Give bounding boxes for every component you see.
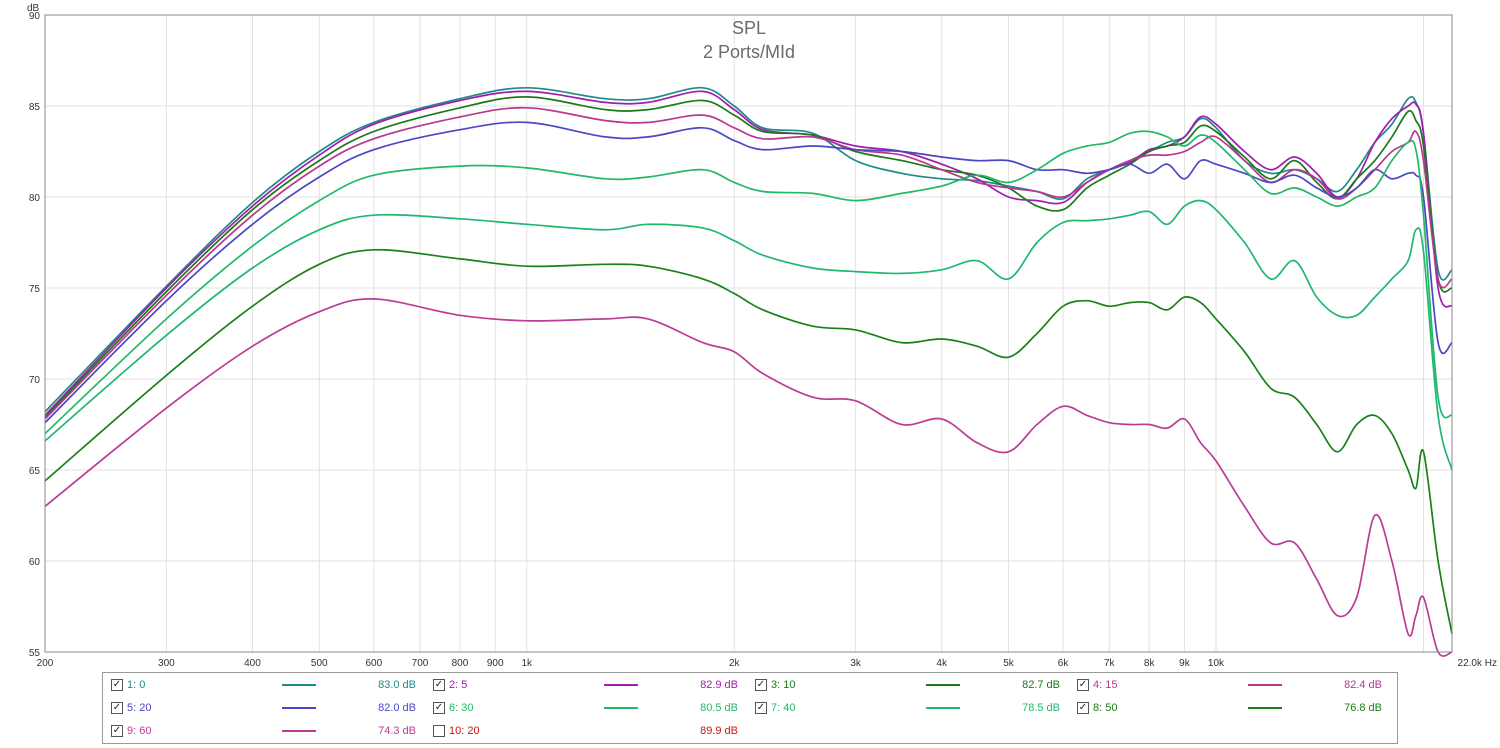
grid — [44, 14, 1452, 653]
legend-series-name: 4: 15 — [1093, 679, 1118, 691]
legend-item[interactable]: ✓ 7: 40 78.5 dB — [755, 700, 1065, 716]
y-tick-labels: 55 60 65 70 75 80 85 90 — [29, 11, 41, 659]
legend-series-name: 9: 60 — [127, 725, 152, 737]
legend-item[interactable]: ✓ 1: 0 83.0 dB — [111, 677, 421, 693]
chart-subtitle: 2 Ports/MId — [703, 42, 795, 62]
legend-value: 89.9 dB — [700, 725, 738, 737]
x-tick-label: 1k — [521, 658, 533, 669]
legend-swatch — [282, 730, 316, 732]
y-tick-label: 70 — [29, 375, 41, 386]
legend: ✓ 1: 0 83.0 dB ✓ 2: 5 82.9 dB ✓ 3: 10 82.7 dB ✓ 4:… — [102, 672, 1398, 744]
legend-item[interactable]: ✓ 4: 15 82.4 dB — [1077, 677, 1387, 693]
x-tick-label: 400 — [244, 658, 261, 669]
x-tick-label: 8k — [1144, 658, 1156, 669]
x-tick-label: 300 — [158, 658, 175, 669]
chart-title: SPL — [732, 18, 766, 38]
legend-item[interactable]: ✓ 6: 30 80.5 dB — [433, 700, 743, 716]
legend-value: 80.5 dB — [700, 702, 738, 714]
legend-swatch — [1248, 684, 1282, 686]
y-tick-label: 75 — [29, 284, 41, 295]
y-tick-label: 60 — [29, 557, 41, 568]
legend-series-name: 7: 40 — [771, 702, 796, 714]
y-tick-label: 55 — [29, 648, 41, 659]
legend-series-name: 1: 0 — [127, 679, 146, 691]
legend-checkbox[interactable]: ✓ — [111, 702, 123, 714]
series-line — [44, 248, 1453, 634]
series-line — [44, 96, 1453, 418]
legend-value: 83.0 dB — [378, 679, 416, 691]
legend-item[interactable]: ✓ 5: 20 82.0 dB — [111, 700, 421, 716]
x-tick-label: 22.0k Hz — [1458, 658, 1497, 669]
legend-value: 82.7 dB — [1022, 679, 1060, 691]
legend-checkbox[interactable]: ✓ — [1077, 702, 1089, 714]
y-tick-label: 90 — [29, 11, 41, 22]
x-tick-label: 200 — [37, 658, 54, 669]
legend-checkbox[interactable]: ✓ — [111, 679, 123, 691]
legend-item[interactable]: ✓ 9: 60 74.3 dB — [111, 723, 421, 739]
legend-swatch — [604, 707, 638, 709]
x-tick-label: 800 — [452, 658, 469, 669]
legend-swatch — [926, 684, 960, 686]
x-tick-label: 7k — [1104, 658, 1116, 669]
legend-value: 82.0 dB — [378, 702, 416, 714]
series-line — [44, 130, 1453, 435]
y-axis-unit: dB — [27, 3, 40, 14]
legend-item[interactable]: ✓ 2: 5 82.9 dB — [433, 677, 743, 693]
series-line — [44, 298, 1453, 657]
legend-series-name: 5: 20 — [127, 702, 152, 714]
x-tick-label: 700 — [412, 658, 429, 669]
legend-series-name: 3: 10 — [771, 679, 796, 691]
legend-series-name: 6: 30 — [449, 702, 474, 714]
x-tick-label: 2k — [729, 658, 741, 669]
legend-swatch — [282, 684, 316, 686]
legend-series-name: 2: 5 — [449, 679, 468, 691]
plot-frame — [44, 14, 1453, 653]
legend-value: 82.9 dB — [700, 679, 738, 691]
legend-checkbox[interactable]: ✓ — [111, 725, 123, 737]
legend-checkbox[interactable]: ✓ — [755, 679, 767, 691]
x-tick-label: 3k — [850, 658, 862, 669]
legend-checkbox[interactable]: ✓ — [433, 702, 445, 714]
spl-chart: 200 300 400 500 600 700 800 900 1k 2k 3k 4k 5k 6k 7k 8k… — [27, 3, 1497, 669]
y-tick-label: 65 — [29, 466, 41, 477]
x-tick-label: 900 — [487, 658, 504, 669]
x-tick-labels: 200 300 400 500 600 700 800 900 1k 2k 3k 4k 5k 6k 7k 8k… — [37, 658, 1497, 669]
legend-value: 76.8 dB — [1344, 702, 1382, 714]
x-tick-label: 600 — [366, 658, 383, 669]
legend-series-name: 8: 50 — [1093, 702, 1118, 714]
x-tick-label: 5k — [1003, 658, 1015, 669]
x-tick-label: 9k — [1179, 658, 1191, 669]
legend-checkbox[interactable]: ✓ — [1077, 679, 1089, 691]
legend-value: 74.3 dB — [378, 725, 416, 737]
legend-value: 82.4 dB — [1344, 679, 1382, 691]
legend-checkbox[interactable]: ✓ — [433, 679, 445, 691]
legend-item[interactable]: 10: 20 89.9 dB — [433, 723, 743, 739]
legend-swatch — [282, 707, 316, 709]
legend-item[interactable]: ✓ 8: 50 76.8 dB — [1077, 700, 1387, 716]
y-tick-label: 85 — [29, 102, 41, 113]
series-line — [44, 90, 1453, 416]
x-tick-label: 6k — [1058, 658, 1070, 669]
legend-item[interactable]: ✓ 3: 10 82.7 dB — [755, 677, 1065, 693]
legend-value: 78.5 dB — [1022, 702, 1060, 714]
legend-checkbox[interactable] — [433, 725, 445, 737]
x-tick-label: 4k — [936, 658, 948, 669]
x-tick-label: 10k — [1208, 658, 1225, 669]
legend-swatch — [926, 707, 960, 709]
series-curves — [44, 86, 1453, 657]
legend-swatch — [604, 684, 638, 686]
legend-series-name: 10: 20 — [449, 725, 480, 737]
y-tick-label: 80 — [29, 193, 41, 204]
legend-swatch — [1248, 707, 1282, 709]
legend-checkbox[interactable]: ✓ — [755, 702, 767, 714]
series-line — [44, 121, 1453, 424]
x-tick-label: 500 — [311, 658, 328, 669]
series-line — [44, 199, 1453, 471]
